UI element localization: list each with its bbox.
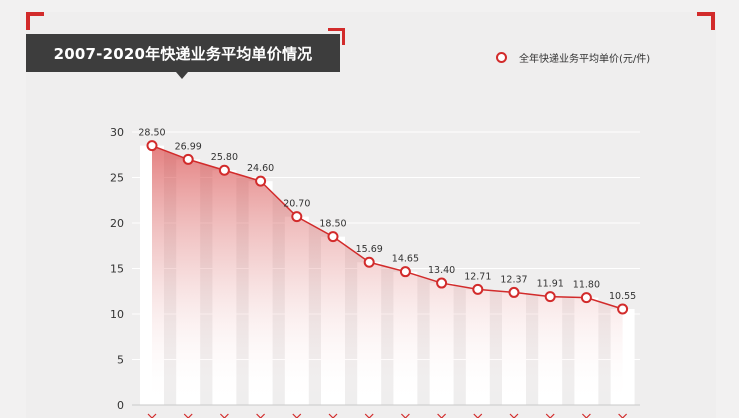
x-tick-mark — [400, 413, 410, 418]
data-point — [327, 231, 339, 243]
series-line — [151, 144, 623, 310]
x-tick-mark — [509, 413, 519, 418]
legend-marker-icon — [496, 52, 507, 63]
area-fill — [152, 145, 623, 405]
x-tick-mark — [219, 413, 229, 418]
data-label: 11.91 — [537, 279, 564, 290]
data-label: 15.69 — [356, 244, 383, 255]
data-label: 14.65 — [392, 254, 419, 265]
data-point — [182, 153, 194, 165]
data-point — [436, 277, 448, 289]
data-point — [580, 292, 592, 304]
data-label: 18.50 — [319, 219, 346, 230]
data-label: 28.50 — [138, 128, 165, 139]
data-label: 12.71 — [464, 271, 491, 282]
data-point — [472, 283, 484, 295]
x-tick-mark — [147, 413, 157, 418]
data-point — [399, 266, 411, 278]
x-tick-mark — [292, 413, 302, 418]
y-tick-label: 5 — [117, 354, 124, 367]
data-point — [617, 303, 629, 315]
y-tick-label: 10 — [110, 308, 124, 321]
chart-title: 2007-2020年快递业务平均单价情况 — [26, 34, 340, 72]
title-pointer-decoration — [176, 72, 188, 79]
legend-label: 全年快递业务平均单价(元/件) — [519, 54, 651, 65]
x-tick-mark — [618, 413, 628, 418]
x-tick-mark — [581, 413, 591, 418]
y-tick-label: 15 — [110, 263, 124, 276]
data-point — [363, 256, 375, 268]
y-tick-label: 0 — [117, 399, 124, 412]
data-point — [218, 164, 230, 176]
corner-decoration-right — [697, 12, 715, 30]
x-tick-mark — [256, 413, 266, 418]
data-point — [291, 211, 303, 223]
data-label: 13.40 — [428, 265, 455, 276]
data-point — [544, 291, 556, 303]
data-label: 26.99 — [175, 141, 202, 152]
x-tick-mark — [437, 413, 447, 418]
data-point — [508, 286, 520, 298]
data-label: 24.60 — [247, 163, 274, 174]
y-tick-label: 30 — [110, 126, 124, 139]
y-tick-label: 20 — [110, 217, 124, 230]
title-accent-decoration — [328, 28, 345, 45]
legend: 全年快递业务平均单价(元/件) — [496, 50, 650, 65]
x-tick-mark — [473, 413, 483, 418]
data-point — [255, 175, 267, 187]
data-label: 20.70 — [283, 199, 310, 210]
data-label: 10.55 — [609, 291, 636, 302]
x-tick-mark — [328, 413, 338, 418]
x-tick-mark — [545, 413, 555, 418]
y-tick-label: 25 — [110, 172, 124, 185]
x-tick-mark — [183, 413, 193, 418]
x-tick-mark — [364, 413, 374, 418]
data-label: 12.37 — [500, 274, 527, 285]
data-label: 11.80 — [573, 280, 600, 291]
data-point — [146, 140, 158, 152]
data-label: 25.80 — [211, 152, 238, 163]
corner-decoration-left — [26, 12, 44, 30]
